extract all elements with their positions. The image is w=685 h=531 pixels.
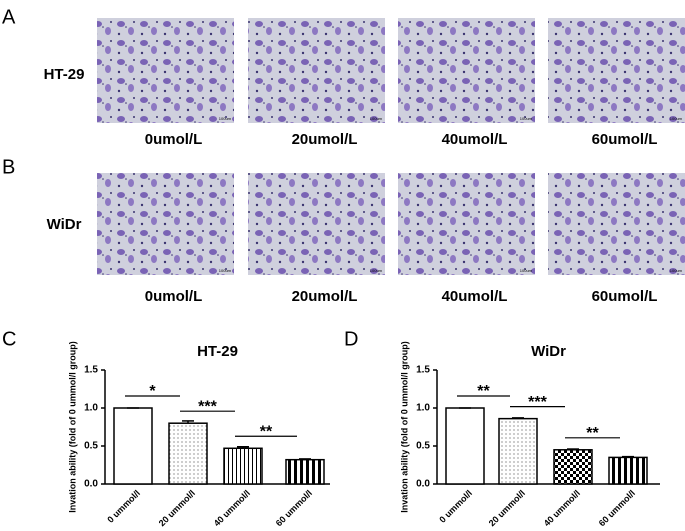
y-tick-label: 0.0 <box>84 479 98 490</box>
bar <box>553 449 593 485</box>
significance-label: ** <box>477 383 490 400</box>
micrograph <box>548 18 685 123</box>
y-axis-label: Invation ability (fold of 0 ummol/l grou… <box>67 341 77 513</box>
x-tick-label: 0 ummol/l <box>437 488 474 525</box>
significance-label: ** <box>260 423 273 440</box>
scale-bar-label: 100um <box>219 116 232 121</box>
caption: 0umol/L <box>145 131 203 148</box>
panel-letter: A <box>2 6 16 28</box>
caption: 40umol/L <box>442 288 508 305</box>
panel-letter: B <box>2 156 15 178</box>
bar <box>285 458 325 485</box>
row-label: WiDr <box>47 216 82 233</box>
caption: 0umol/L <box>145 288 203 305</box>
bar <box>608 456 648 485</box>
row-label: HT-29 <box>44 66 85 83</box>
micrograph <box>548 173 685 275</box>
micrograph <box>398 18 535 123</box>
x-tick-label: 20 ummol/l <box>487 488 527 528</box>
x-tick-label: 20 ummol/l <box>157 488 197 528</box>
bar <box>168 422 208 485</box>
scale-bar-label: 100um <box>520 116 533 121</box>
scale-bar-label: 100um <box>219 268 232 273</box>
significance-label: * <box>149 383 156 400</box>
significance-label: *** <box>198 398 217 415</box>
bar <box>498 417 538 485</box>
caption: 60umol/L <box>592 288 658 305</box>
y-tick-label: 0.5 <box>84 441 98 452</box>
panel-letter: D <box>344 328 358 350</box>
micrograph <box>398 173 535 275</box>
scale-bar-label: 100um <box>370 268 383 273</box>
y-tick-label: 1.5 <box>416 365 430 376</box>
scale-bar-label: 100um <box>670 116 683 121</box>
x-tick-label: 40 ummol/l <box>212 488 252 528</box>
caption: 40umol/L <box>442 131 508 148</box>
caption: 20umol/L <box>292 288 358 305</box>
scale-bar-label: 100um <box>670 268 683 273</box>
y-tick-label: 1.0 <box>416 403 430 414</box>
bar <box>445 407 485 485</box>
chart-title: HT-29 <box>197 343 238 360</box>
caption: 20umol/L <box>292 131 358 148</box>
significance-label: ** <box>586 425 599 442</box>
scale-bar-label: 100um <box>370 116 383 121</box>
micrograph <box>97 173 234 275</box>
bar <box>223 447 263 485</box>
y-axis-label: Invation ability (fold of 0 ummol/l grou… <box>399 341 409 513</box>
scale-bar-label: 100um <box>520 268 533 273</box>
y-tick-label: 1.0 <box>84 403 98 414</box>
micrograph <box>248 18 385 123</box>
caption: 60umol/L <box>592 131 658 148</box>
panel-letter: C <box>2 328 16 350</box>
x-tick-label: 60 ummol/l <box>274 488 314 528</box>
bar <box>113 407 153 485</box>
x-tick-label: 40 ummol/l <box>542 488 582 528</box>
significance-label: *** <box>528 394 547 411</box>
x-tick-label: 0 ummol/l <box>105 488 142 525</box>
x-tick-label: 60 ummol/l <box>597 488 637 528</box>
y-tick-label: 0.5 <box>416 441 430 452</box>
y-tick-label: 1.5 <box>84 365 98 376</box>
chart-title: WiDr <box>531 343 566 360</box>
y-tick-label: 0.0 <box>416 479 430 490</box>
micrograph <box>97 18 234 123</box>
micrograph <box>248 173 385 275</box>
